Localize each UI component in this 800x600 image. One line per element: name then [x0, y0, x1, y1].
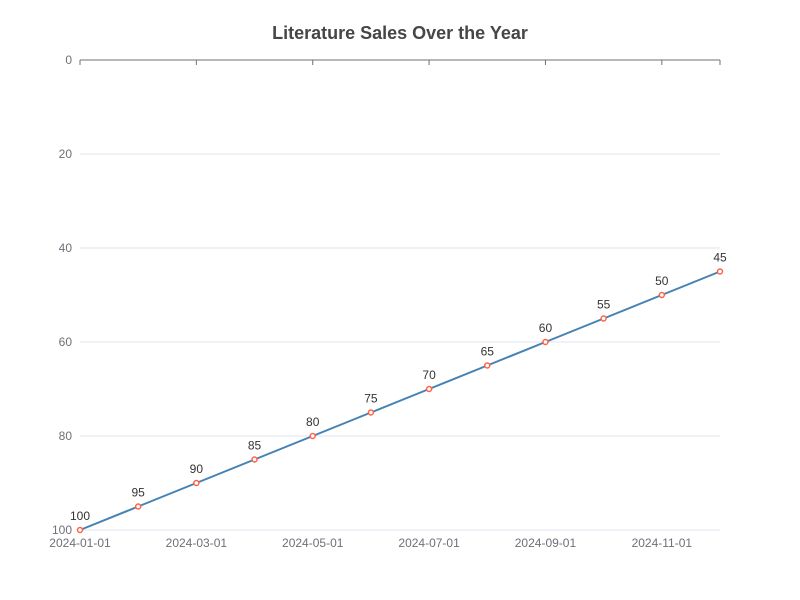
data-point — [542, 338, 549, 346]
data-label: 45 — [713, 251, 727, 265]
data-label: 50 — [655, 274, 669, 288]
data-label: 95 — [132, 486, 146, 500]
series-line — [79, 270, 721, 531]
x-tick-label: 2024-09-01 — [515, 536, 577, 550]
data-point — [425, 385, 433, 393]
x-tick-label: 2024-05-01 — [282, 536, 344, 550]
data-label: 80 — [306, 415, 320, 429]
data-labels: 100 95 90 85 80 75 70 65 60 55 50 45 — [70, 251, 727, 524]
x-tick-label: 2024-11-01 — [632, 536, 693, 550]
data-label: 65 — [481, 345, 495, 359]
series-layer — [76, 268, 724, 534]
data-label: 70 — [422, 368, 436, 382]
data-point — [484, 362, 491, 369]
data-point — [658, 291, 666, 299]
data-label: 90 — [190, 462, 204, 476]
x-tick-label: 2024-01-01 — [49, 536, 111, 550]
data-label: 100 — [70, 509, 90, 523]
x-tick-label: 2024-03-01 — [166, 536, 228, 550]
data-label: 85 — [248, 439, 262, 453]
data-label: 55 — [597, 298, 611, 312]
x-tick-label: 2024-07-01 — [398, 536, 460, 550]
data-point — [251, 456, 258, 463]
data-point — [76, 526, 84, 534]
grid-lines — [80, 153, 720, 531]
data-label: 60 — [539, 321, 553, 335]
data-point — [367, 409, 375, 416]
data-point — [600, 315, 607, 322]
data-point — [193, 479, 200, 487]
data-point — [716, 268, 724, 275]
y-tick-label: 60 — [59, 335, 73, 349]
chart-title: Literature Sales Over the Year — [272, 23, 528, 43]
y-tick-label: 80 — [59, 429, 73, 443]
data-point — [309, 432, 316, 440]
data-label: 75 — [364, 392, 378, 406]
y-tick-label: 20 — [59, 147, 73, 161]
y-tick-label: 40 — [59, 241, 73, 255]
y-tick-label: 0 — [65, 53, 72, 67]
data-point — [134, 503, 142, 510]
y-tick-label: 100 — [52, 523, 72, 537]
